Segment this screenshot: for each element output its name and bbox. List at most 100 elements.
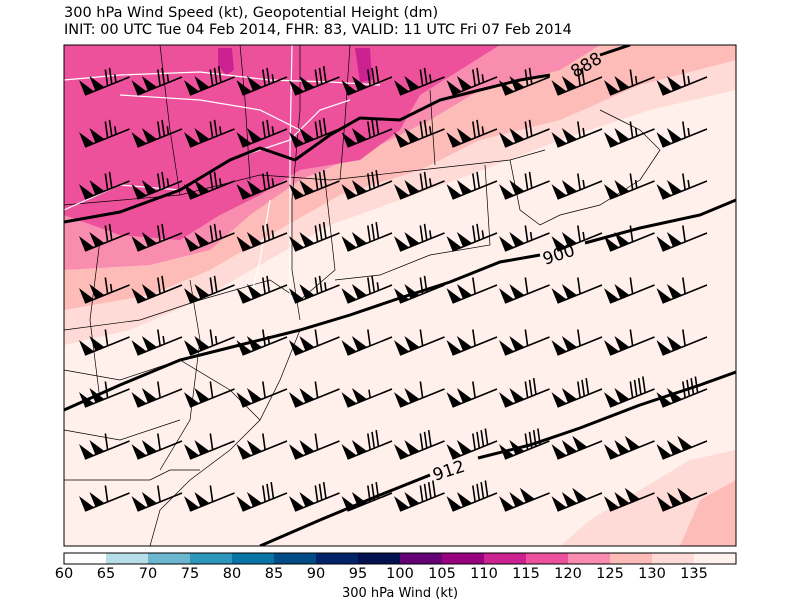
wind-barb bbox=[289, 222, 340, 252]
colorbar-segment bbox=[148, 553, 191, 564]
colorbar-segment bbox=[484, 553, 527, 564]
wind-barb bbox=[289, 482, 340, 512]
colorbar-tick: 105 bbox=[428, 566, 456, 582]
barb-pennants bbox=[551, 435, 588, 459]
barb-shaft bbox=[242, 223, 288, 252]
wind-barb bbox=[184, 171, 235, 200]
wind-barb bbox=[551, 121, 603, 148]
barb-shaft bbox=[452, 67, 498, 96]
barb-pennants bbox=[131, 491, 157, 511]
wind-barb bbox=[446, 329, 498, 356]
colorbar-segment bbox=[400, 553, 443, 564]
barb-pennants bbox=[394, 75, 420, 95]
wind-barb bbox=[236, 67, 288, 96]
barb-shaft bbox=[662, 440, 708, 460]
barb-shaft bbox=[137, 223, 183, 252]
barb-shaft bbox=[399, 480, 445, 512]
fill-125-se2 bbox=[680, 480, 736, 546]
barb-shaft bbox=[609, 329, 655, 356]
barb-shaft bbox=[294, 275, 340, 304]
barb-shaft bbox=[84, 67, 130, 96]
barb-pennants bbox=[604, 179, 630, 199]
wind-barb bbox=[236, 275, 288, 304]
barb-pennants bbox=[79, 231, 105, 251]
barb-shaft bbox=[399, 430, 445, 460]
barb-shaft bbox=[662, 277, 708, 304]
barb-shaft bbox=[557, 225, 603, 252]
barb-pennants bbox=[236, 335, 262, 355]
colorbar-tick: 75 bbox=[180, 566, 200, 582]
barb-pennants bbox=[79, 283, 105, 303]
chart-title: 300 hPa Wind Speed (kt), Geopotential He… bbox=[64, 5, 439, 21]
barb-pennants bbox=[236, 283, 262, 303]
barb-pennants bbox=[446, 439, 472, 459]
wind-barb bbox=[446, 428, 498, 460]
wind-barb bbox=[604, 225, 655, 252]
wind-barb bbox=[656, 121, 708, 148]
colorbar-segment bbox=[274, 553, 317, 564]
barb-pennants bbox=[446, 335, 472, 355]
wind-barb bbox=[184, 433, 235, 460]
colorbar-segment bbox=[64, 553, 107, 564]
colorbar-tick: 135 bbox=[680, 566, 708, 582]
wind-barb bbox=[604, 487, 655, 512]
wind-barb bbox=[499, 67, 550, 96]
barb-pennants bbox=[394, 491, 420, 511]
barb-pennants bbox=[394, 231, 420, 251]
barb-shaft bbox=[557, 121, 603, 148]
barb-shaft bbox=[84, 485, 130, 512]
barb-pennants bbox=[341, 283, 367, 303]
barb-shaft bbox=[189, 433, 235, 460]
barb-shaft bbox=[662, 492, 708, 512]
barb-pennants bbox=[394, 439, 420, 459]
barb-shaft bbox=[399, 119, 445, 148]
colorbar-frame bbox=[63, 552, 737, 565]
barb-pennants bbox=[656, 487, 693, 511]
barb-pennants bbox=[394, 179, 420, 199]
barb-pennants bbox=[289, 127, 315, 147]
colorbar-segment bbox=[190, 553, 233, 564]
barb-shaft bbox=[452, 277, 498, 304]
wind-barb bbox=[289, 329, 340, 356]
wind-barb bbox=[604, 173, 655, 200]
barb-pennants bbox=[446, 127, 472, 147]
wind-barb bbox=[551, 67, 603, 96]
colorbar-segment bbox=[232, 553, 275, 564]
barb-pennants bbox=[184, 439, 210, 459]
barb-pennants bbox=[79, 127, 105, 147]
wind-barb bbox=[341, 118, 393, 148]
barb-pennants bbox=[394, 283, 420, 303]
barb-shaft bbox=[189, 171, 235, 200]
barb-shaft bbox=[399, 67, 445, 96]
wind-barb bbox=[236, 119, 288, 148]
wind-barb bbox=[656, 225, 708, 252]
wind-barb bbox=[394, 223, 445, 252]
barb-pennants bbox=[184, 387, 210, 407]
barb-shaft bbox=[347, 222, 393, 252]
barb-pennants bbox=[184, 283, 210, 303]
barb-pennants bbox=[236, 231, 262, 251]
wind-barb bbox=[341, 275, 393, 304]
barb-shaft bbox=[242, 275, 288, 304]
barb-pennants bbox=[499, 231, 525, 251]
barb-pennants bbox=[131, 127, 157, 147]
wind-barb bbox=[79, 171, 130, 200]
wind-barb bbox=[551, 173, 603, 200]
colorbar-tick: 95 bbox=[348, 566, 368, 582]
barb-shaft bbox=[504, 492, 550, 512]
barb-shaft bbox=[662, 376, 708, 408]
barb-shaft bbox=[399, 171, 445, 200]
barb-pennants bbox=[604, 435, 640, 459]
wind-barb bbox=[184, 66, 235, 96]
barb-shaft bbox=[662, 121, 708, 148]
barb-pennants bbox=[236, 439, 262, 459]
wind-barb bbox=[79, 485, 130, 512]
barb-pennants bbox=[656, 283, 682, 303]
fill-110 bbox=[218, 48, 234, 75]
wind-barb bbox=[394, 381, 445, 408]
barb-shaft bbox=[137, 329, 183, 356]
wind-barb bbox=[131, 329, 183, 356]
barb-pennants bbox=[79, 179, 105, 199]
barb-pennants bbox=[499, 75, 525, 95]
